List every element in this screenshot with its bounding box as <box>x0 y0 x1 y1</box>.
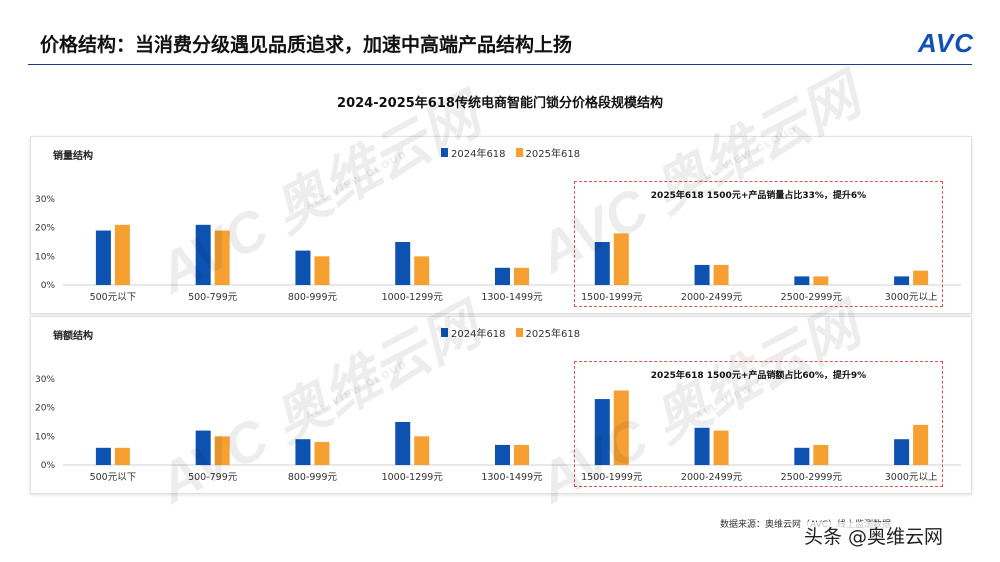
bar-2025 <box>414 256 430 285</box>
legend-swatch-2025 <box>515 148 523 157</box>
legend-swatch-2025 <box>515 328 523 337</box>
legend-label-2024: 2024年618 <box>451 149 506 160</box>
bar-2025 <box>214 436 230 465</box>
bar-2025 <box>414 436 430 465</box>
bar-2025 <box>613 233 629 285</box>
y-tick-label: 20% <box>35 404 55 414</box>
legend-item-2025: 2025年618 <box>515 325 581 340</box>
bar-2025 <box>514 267 529 285</box>
bar-2025 <box>214 230 230 285</box>
bar-2024 <box>495 267 510 285</box>
x-tick-label: 500-799元 <box>188 292 238 303</box>
legend-swatch-2024 <box>441 328 448 337</box>
bar-chart-value: 0% 10% 20% 30% 500元以下 500-799元 800-999元 1000-12… <box>35 375 961 483</box>
x-tick-label: 1500-1999元 <box>581 292 643 303</box>
legend-item-2024: 2024年618 <box>441 325 506 340</box>
bar-2024 <box>395 242 411 285</box>
x-tick-label: 2500-2999元 <box>781 472 843 483</box>
highlight-annotation: 2025年618 1500元+产品销额占比60%，提升9% <box>650 371 867 381</box>
bar-2024 <box>794 276 810 285</box>
x-tick-label: 1000-1299元 <box>382 292 444 303</box>
bar-2024 <box>894 276 910 285</box>
x-tick-label: 500元以下 <box>90 292 137 303</box>
bar-2024 <box>195 430 211 465</box>
bar-2024 <box>95 447 111 465</box>
x-tick-label: 800-999元 <box>288 472 338 483</box>
y-tick-label: 20% <box>35 224 55 234</box>
bar-2024 <box>594 399 610 465</box>
highlight-annotation: 2025年618 1500元+产品销量占比33%，提升6% <box>650 191 867 201</box>
bar-2024 <box>195 224 211 285</box>
bar-2025 <box>813 276 829 285</box>
bar-2025 <box>813 444 829 465</box>
bar-2024 <box>894 439 910 465</box>
bar-2025 <box>114 224 130 285</box>
bar-2025 <box>713 264 729 285</box>
bar-2024 <box>95 230 111 285</box>
legend-label-2025: 2025年618 <box>525 149 581 160</box>
legend-label-2024: 2024年618 <box>451 329 506 340</box>
bar-2024 <box>395 422 411 465</box>
x-tick-label: 1500-1999元 <box>581 472 643 483</box>
y-tick-label: 10% <box>35 432 55 442</box>
x-tick-label: 2000-2499元 <box>681 472 743 483</box>
bar-2025 <box>713 430 729 465</box>
bar-2024 <box>495 444 510 465</box>
x-tick-label: 3000元以上 <box>885 292 938 303</box>
y-tick-label: 30% <box>35 375 55 385</box>
x-tick-label: 500-799元 <box>188 472 238 483</box>
bar-2024 <box>794 447 810 465</box>
legend-item-2025: 2025年618 <box>515 145 581 160</box>
x-tick-label: 1000-1299元 <box>382 472 444 483</box>
header-divider <box>28 64 972 65</box>
bar-2025 <box>613 390 629 465</box>
panel-title: 销量结构 <box>53 151 93 162</box>
highlight-box: 2025年618 1500元+产品销额占比60%，提升9% <box>574 361 943 487</box>
bar-2025 <box>913 424 929 465</box>
x-tick-label: 1300-1499元 <box>481 472 543 483</box>
x-tick-label: 500元以下 <box>90 472 137 483</box>
bar-2025 <box>514 444 529 465</box>
y-tick-label: 0% <box>41 461 56 471</box>
bar-2024 <box>694 427 710 465</box>
y-tick-label: 30% <box>35 195 55 205</box>
x-tick-label: 3000元以上 <box>885 472 938 483</box>
x-tick-label: 800-999元 <box>288 292 338 303</box>
bar-2025 <box>314 442 330 465</box>
legend-item-2024: 2024年618 <box>441 145 506 160</box>
brand-stamp: 头条 @奥维云网 <box>800 522 948 549</box>
y-tick-label: 10% <box>35 252 55 262</box>
legend-label-2025: 2025年618 <box>525 329 581 340</box>
bar-2024 <box>594 242 610 285</box>
logo: AVC <box>918 28 974 58</box>
bar-2024 <box>295 250 311 285</box>
chart-main-title: 2024-2025年618传统电商智能门锁分价格段规模结构 <box>337 96 663 111</box>
page-title: 价格结构：当消费分级遇见品质追求，加速中高端产品结构上扬 <box>40 34 573 56</box>
highlight-box: 2025年618 1500元+产品销量占比33%，提升6% <box>574 181 943 307</box>
legend: 2024年618 2025年618 <box>441 325 580 340</box>
bar-chart-volume: 0% 10% 20% 30% 500元以下 500-799元 800-999元 1000-12… <box>35 195 961 303</box>
x-tick-label: 1300-1499元 <box>481 292 543 303</box>
legend-swatch-2024 <box>441 148 448 157</box>
bar-2024 <box>295 439 311 465</box>
x-tick-label: 2500-2999元 <box>781 292 843 303</box>
panel-title: 销额结构 <box>53 331 93 342</box>
legend: 2024年618 2025年618 <box>441 145 580 160</box>
bar-2025 <box>114 447 130 465</box>
bar-2024 <box>694 264 710 285</box>
bar-2025 <box>913 270 929 285</box>
bar-2025 <box>314 256 330 285</box>
x-tick-label: 2000-2499元 <box>681 292 743 303</box>
sales-value-panel: 销额结构 2024年618 2025年618 0% 10% 20% 30% 500元以下… <box>30 316 972 494</box>
sales-volume-panel: 销量结构 2024年618 2025年618 0% 10% 20% 30% 500元以下… <box>30 136 972 314</box>
y-tick-label: 0% <box>41 281 56 291</box>
